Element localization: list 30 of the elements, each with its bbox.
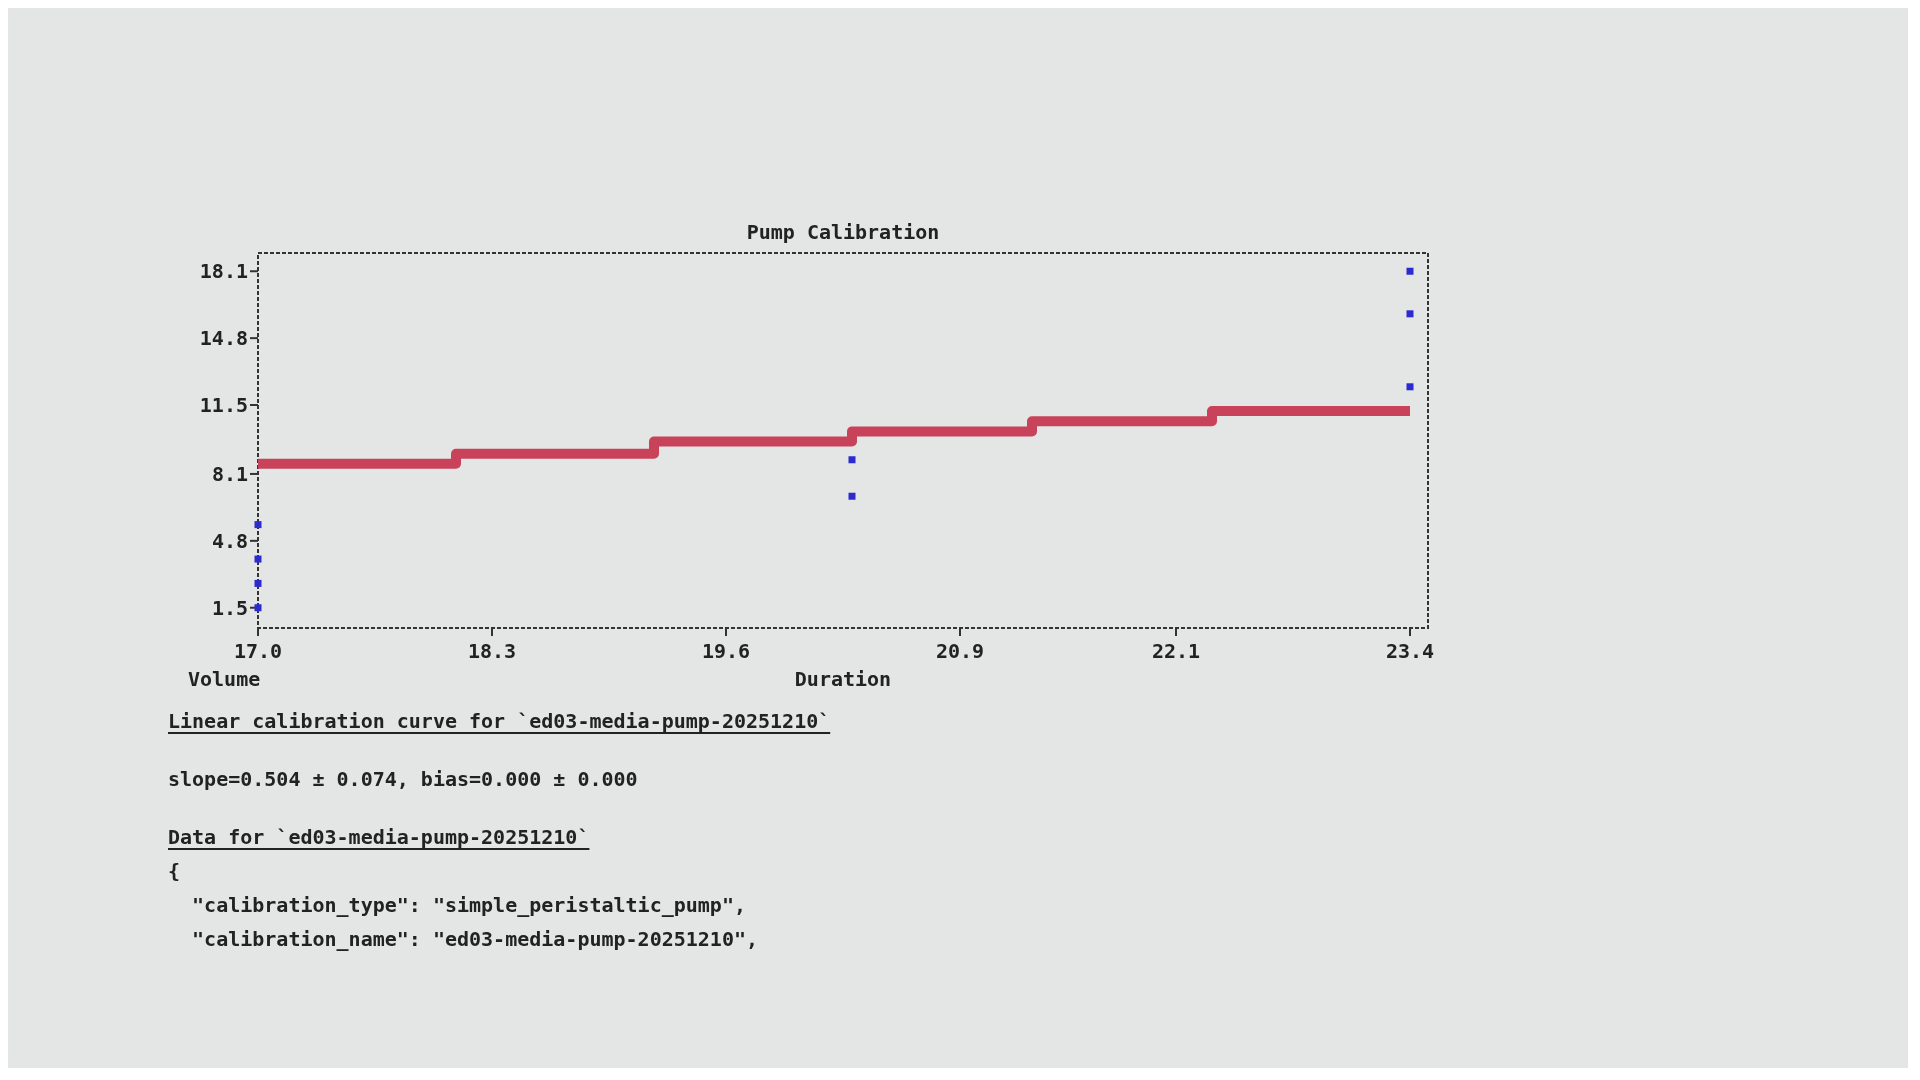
y-tick-label: 8.1 [211, 461, 248, 486]
y-tick-label: 1.5 [211, 595, 248, 620]
x-axis-title: Duration [794, 667, 892, 691]
text: slope=0.504 ± 0.074, bias=0.000 ± 0.000 [168, 767, 638, 791]
text: { [168, 859, 181, 883]
point [1406, 267, 1414, 275]
x-tick-label: 18.3 [467, 639, 517, 663]
chart-title: Pump Calibration [746, 220, 940, 244]
text: Data for `ed03-media-pump-20251210` [168, 825, 590, 849]
x-tick-label: 19.6 [701, 639, 751, 663]
x-tick-label: 23.4 [1385, 639, 1435, 663]
y-tick-label: 11.5 [199, 393, 248, 418]
point [254, 604, 262, 612]
point [254, 555, 262, 563]
point [1406, 383, 1414, 391]
y-axis-title: Volume [188, 667, 261, 691]
text: "calibration_type": "simple_peristaltic_pump", [168, 893, 746, 917]
text: "calibration_name": "ed03-media-pump-20251210", [168, 927, 759, 951]
x-tick-label: 22.1 [1151, 639, 1201, 663]
text: Linear calibration curve for `ed03-media-pump-20251210` [168, 709, 831, 733]
y-tick-label: 14.8 [199, 326, 248, 351]
y-tick-label: 18.1 [199, 259, 248, 284]
point [848, 492, 856, 500]
y-tick-label: 4.8 [211, 528, 248, 553]
x-tick-label: 20.9 [935, 639, 985, 663]
point [254, 579, 262, 587]
point [1406, 310, 1414, 318]
point [848, 456, 856, 464]
x-tick-label: 17.0 [233, 639, 283, 663]
point [254, 521, 262, 529]
